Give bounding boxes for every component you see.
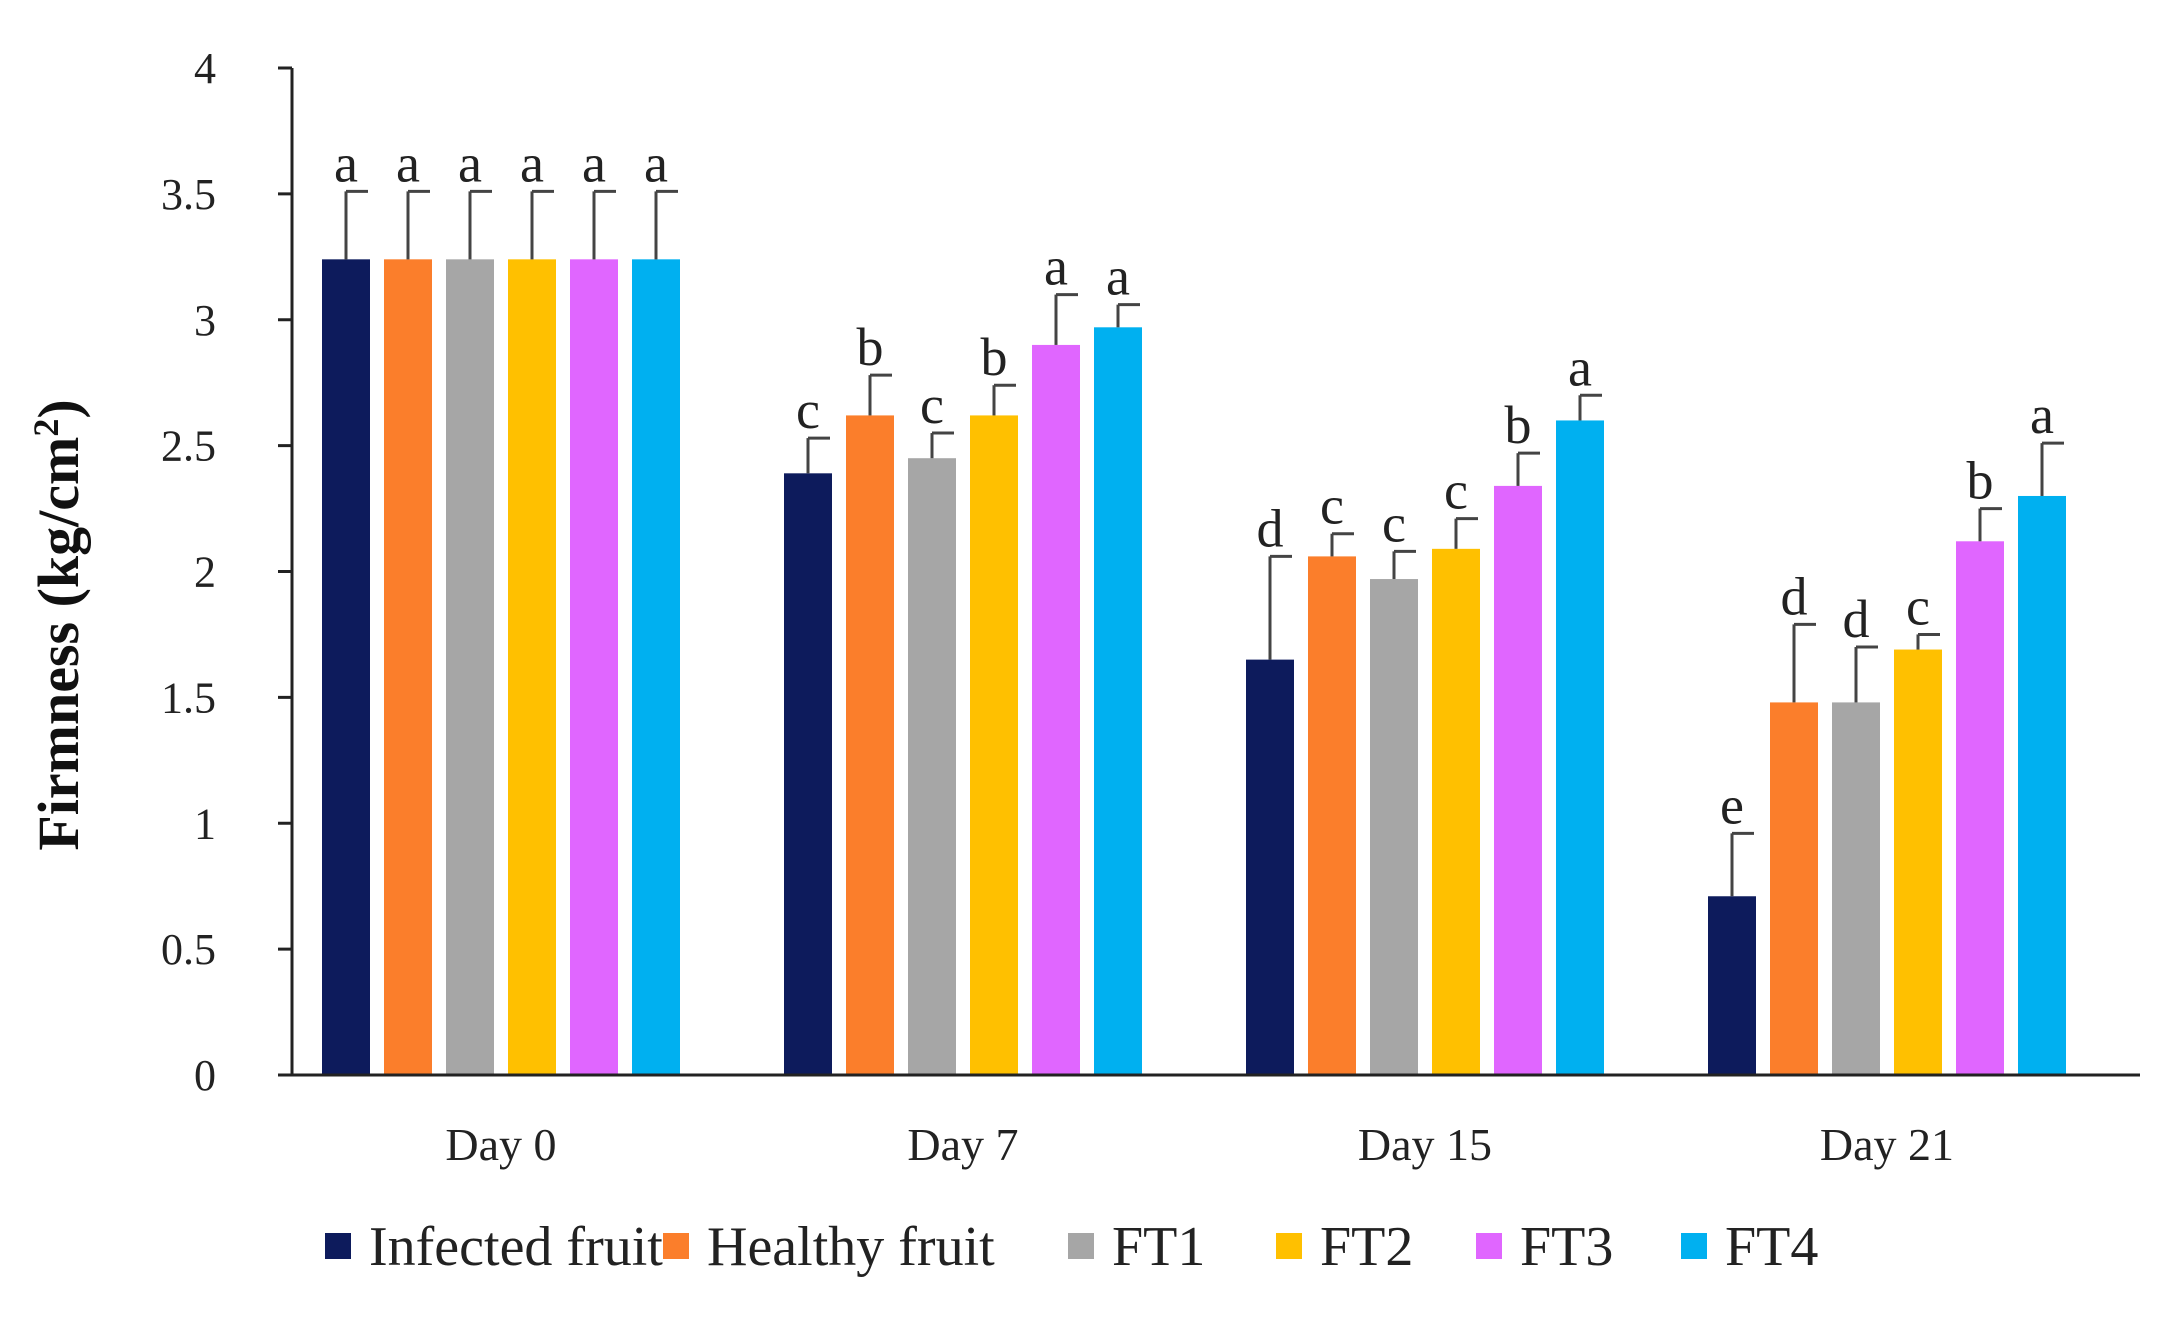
bar	[1094, 327, 1142, 1075]
significance-letter: e	[1720, 775, 1744, 835]
legend-swatch	[1476, 1233, 1502, 1259]
y-axis-title-main: Firmness (kg/cm	[26, 437, 91, 851]
significance-letter: a	[520, 133, 544, 193]
legend-label: FT2	[1320, 1216, 1413, 1278]
legend-label: FT3	[1520, 1216, 1613, 1278]
y-tick-label: 3.5	[161, 170, 216, 219]
y-tick-label: 4	[194, 44, 216, 93]
bar	[846, 415, 894, 1075]
legend-swatch	[325, 1233, 351, 1259]
significance-letter: d	[1257, 498, 1284, 558]
bar	[384, 259, 432, 1076]
bar	[1032, 344, 1080, 1075]
bar	[508, 259, 556, 1076]
y-tick-label: 0	[194, 1051, 216, 1100]
bar	[322, 259, 370, 1076]
legend-label: FT1	[1112, 1216, 1205, 1278]
y-tick-label: 1	[194, 799, 216, 848]
bar	[2018, 495, 2066, 1076]
significance-letter: c	[1906, 576, 1930, 636]
bar	[570, 259, 618, 1076]
legend: Infected fruit Healthy fruit FT1 FT2 FT3 FT4	[325, 1216, 1818, 1278]
bar	[1308, 556, 1356, 1075]
bar	[908, 458, 956, 1075]
bar	[1894, 649, 1942, 1075]
y-axis-title-end: )	[26, 399, 91, 418]
bar	[1832, 702, 1880, 1075]
significance-letter: c	[1382, 493, 1406, 553]
significance-letter: a	[582, 133, 606, 193]
significance-letter: a	[2030, 385, 2054, 445]
x-axis: Day 0 Day 7 Day 15 Day 21	[292, 1073, 2140, 1170]
significance-letter: a	[644, 133, 668, 193]
bar	[1494, 485, 1542, 1075]
y-tick-label: 2.5	[161, 422, 216, 471]
significance-letter: a	[334, 133, 358, 193]
significance-letter: a	[396, 133, 420, 193]
y-tick-label: 2	[194, 548, 216, 597]
x-tick-label: Day 21	[1820, 1119, 1954, 1170]
x-tick-label: Day 15	[1358, 1119, 1492, 1170]
significance-letter: b	[981, 327, 1008, 387]
significance-letter: c	[920, 375, 944, 435]
bar	[446, 259, 494, 1076]
significance-letter: b	[1505, 395, 1532, 455]
x-tick-label: Day 7	[907, 1119, 1018, 1170]
y-tick-label: 1.5	[161, 673, 216, 722]
bar	[970, 415, 1018, 1075]
significance-letter: b	[857, 317, 884, 377]
y-axis-title: Firmness (kg/cm2)	[26, 399, 91, 850]
significance-letter: c	[1320, 476, 1344, 536]
significance-letter: a	[1106, 247, 1130, 307]
bar	[1246, 659, 1294, 1075]
significance-letter: a	[1044, 237, 1068, 297]
y-tick-label: 3	[194, 296, 216, 345]
significance-letter: d	[1781, 566, 1808, 626]
significance-letter: c	[1444, 461, 1468, 521]
bar	[632, 259, 680, 1076]
significance-letter: b	[1967, 451, 1994, 511]
legend-swatch	[1681, 1233, 1707, 1259]
legend-swatch	[1276, 1233, 1302, 1259]
bar	[1370, 579, 1418, 1075]
legend-swatch	[663, 1233, 689, 1259]
bar	[1432, 548, 1480, 1075]
y-axis-title-superscript: 2	[26, 419, 66, 437]
legend-swatch	[1068, 1233, 1094, 1259]
significance-letter: a	[458, 133, 482, 193]
legend-label: Infected fruit	[369, 1216, 663, 1278]
bar	[1708, 896, 1756, 1075]
bar	[784, 473, 832, 1075]
significance-letter: d	[1843, 589, 1870, 649]
bar	[1956, 541, 2004, 1075]
significance-letter: c	[796, 380, 820, 440]
significance-letter: a	[1568, 337, 1592, 397]
y-axis: 0 0.5 1 1.5 2 2.5 3 3.5 4	[161, 44, 294, 1100]
legend-label: Healthy fruit	[707, 1216, 995, 1278]
bar	[1556, 420, 1604, 1075]
x-tick-label: Day 0	[445, 1119, 556, 1170]
legend-label: FT4	[1725, 1216, 1818, 1278]
y-tick-label: 0.5	[161, 925, 216, 974]
bar	[1770, 702, 1818, 1075]
